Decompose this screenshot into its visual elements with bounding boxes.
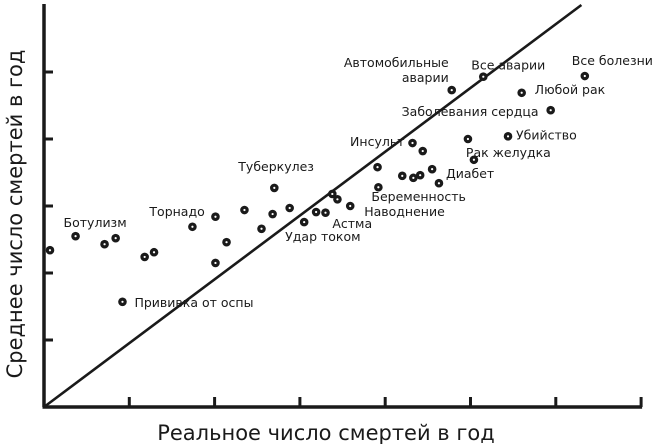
y-axis-title: Среднее число смертей в год [3, 50, 27, 379]
data-point-center [143, 255, 146, 259]
data-point-center [466, 137, 470, 141]
data-point-center [401, 174, 404, 177]
data-point-center [431, 168, 434, 171]
data-point-center [271, 212, 274, 216]
point-label: Удар током [285, 229, 360, 244]
data-point-center [472, 158, 476, 161]
x-axis-title: Реальное число смертей в год [157, 421, 495, 444]
point-label: Убийство [516, 127, 577, 142]
point-label: Беременность [371, 189, 466, 204]
point-label: Торнадо [148, 204, 204, 219]
data-point-center [349, 204, 352, 208]
point-label: Рак желудка [466, 145, 551, 160]
axes [42, 4, 643, 409]
data-point-center [549, 109, 552, 112]
data-point-center [214, 261, 217, 265]
data-point-center [437, 182, 441, 185]
reference-line-group [43, 3, 583, 409]
data-point-center [336, 198, 339, 201]
data-point-center [331, 192, 334, 196]
data-point-center [273, 186, 276, 190]
point-label: Любой рак [535, 82, 606, 97]
data-point-center [214, 215, 217, 218]
data-point-center [74, 235, 77, 238]
point-label: Автомобильные [344, 55, 449, 70]
data-point-center [376, 166, 379, 169]
data-point-center [103, 243, 106, 246]
point-label: Ботулизм [64, 215, 127, 230]
point-label: Заболевания сердца [402, 104, 539, 119]
data-point-center [482, 75, 485, 78]
data-point-center [191, 225, 194, 228]
data-point-center [121, 300, 124, 303]
point-label: Наводнение [364, 204, 445, 219]
point-label: Диабет [446, 166, 494, 181]
data-point-center [377, 186, 380, 189]
data-point-center [152, 251, 156, 254]
points-group [45, 71, 590, 307]
data-point-center [225, 241, 228, 244]
data-point-center [506, 135, 510, 138]
data-point-center [243, 208, 246, 212]
data-point-center [114, 237, 117, 240]
data-point-center [450, 88, 453, 92]
point-label: Астма [332, 216, 372, 231]
data-point-center [48, 249, 52, 252]
point-label: Все аварии [471, 58, 545, 73]
data-point-center [315, 210, 318, 214]
data-point-center [303, 220, 306, 224]
point-label: Инсульт [350, 134, 404, 149]
data-point-center [583, 74, 586, 78]
data-point-center [412, 176, 415, 179]
point-label: Все болезни [572, 53, 653, 68]
point-label: Туберкулез [237, 159, 314, 174]
labels-group: Ботулизм Прививка от оспы Торнадо Туберкуле… [64, 53, 653, 310]
point-label: Прививка от оспы [134, 295, 253, 310]
data-point-center [520, 91, 523, 94]
reference-line [43, 3, 583, 409]
data-point-center [421, 149, 424, 153]
data-point-center [411, 141, 414, 145]
data-point-center [260, 227, 263, 230]
data-point-center [324, 211, 327, 214]
point-label: аварии [402, 70, 449, 85]
data-point-center [288, 206, 291, 210]
data-point-center [419, 174, 422, 177]
